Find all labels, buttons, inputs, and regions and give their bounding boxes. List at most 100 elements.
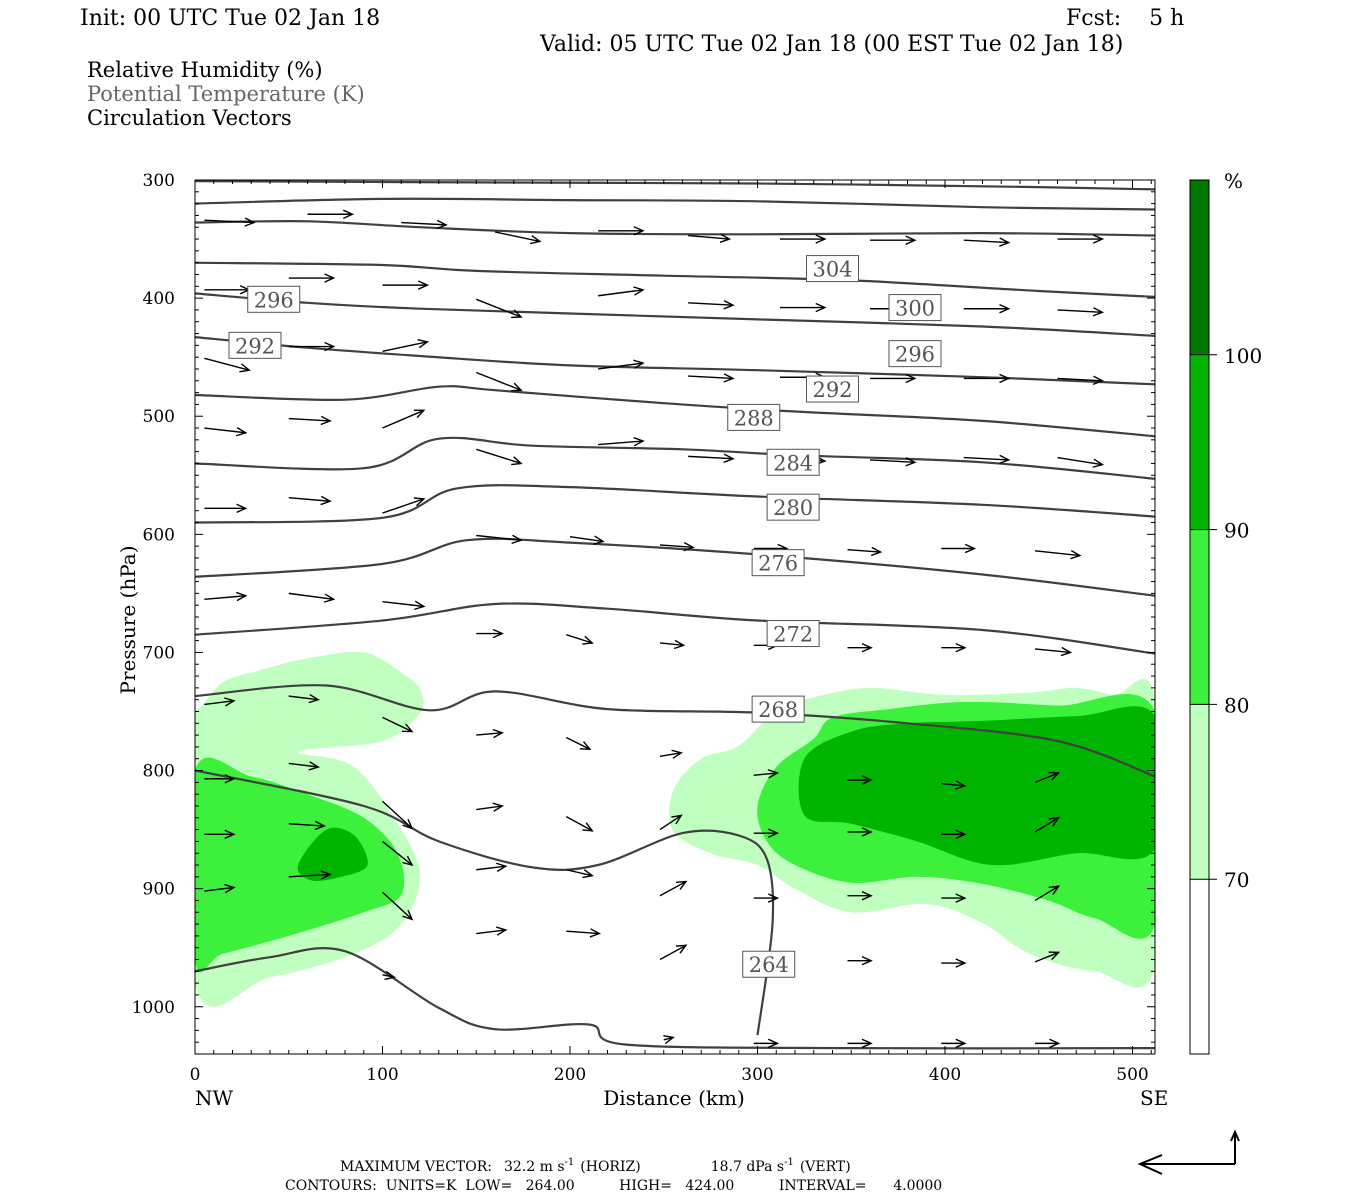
circulation-vector	[963, 454, 1011, 465]
colorbar-label: 100	[1224, 344, 1262, 368]
circulation-vector	[847, 827, 873, 837]
circulation-vector	[1057, 456, 1105, 468]
x-tick-label: 0	[190, 1065, 201, 1085]
circulation-vector	[847, 891, 873, 901]
y-tick-label: 800	[143, 762, 175, 782]
circulation-vector	[565, 736, 592, 751]
field-rh-label: Relative Humidity (%)	[87, 58, 323, 82]
colorbar-frame	[1189, 179, 1210, 1055]
circulation-vector	[476, 862, 508, 872]
circulation-vector	[847, 642, 873, 653]
circulation-vector	[598, 286, 645, 297]
circulation-vector	[476, 728, 504, 739]
circulation-vector	[780, 302, 827, 313]
axes: 300 400 500 600 700 800 900 1000 0 100 200 300 400 50…	[132, 171, 1155, 1085]
x-tick-label: 200	[554, 1065, 586, 1085]
circulation-vector	[476, 802, 504, 812]
theta-label-text: 268	[758, 698, 798, 722]
theta-label-text: 292	[235, 334, 275, 358]
circulation-vector	[382, 800, 414, 830]
x-axis-title: Distance (km)	[603, 1086, 745, 1110]
circulation-vector	[204, 503, 248, 514]
theta-label: 292	[228, 331, 282, 359]
theta-label-text: 276	[758, 552, 798, 576]
colorbar-segment	[1190, 879, 1209, 1054]
circulation-vector	[847, 955, 873, 966]
colorbar-segment	[1190, 704, 1209, 880]
circulation-vector	[476, 534, 523, 544]
theta-label: 304	[806, 255, 859, 283]
circulation-vector	[663, 1035, 675, 1045]
circulation-vector	[1034, 771, 1061, 784]
circulation-vector	[566, 634, 594, 645]
circulation-vector	[1034, 646, 1073, 657]
theta-contour	[195, 684, 1155, 778]
colorbar-label: 90	[1224, 519, 1249, 543]
circulation-vector	[382, 970, 396, 981]
theta-label: 288	[727, 403, 781, 431]
colorbar-unit: %	[1224, 169, 1243, 193]
rh-fill-layer	[195, 651, 1155, 1007]
theta-contour	[195, 537, 1155, 597]
circulation-vector	[1057, 307, 1105, 317]
circulation-vector	[869, 457, 917, 467]
init-time: Init: 00 UTC Tue 02 Jan 18	[80, 6, 380, 31]
circulation-vector	[688, 373, 735, 383]
theta-label-text: 296	[254, 288, 294, 312]
circulation-vector	[204, 883, 236, 894]
circulation-vector	[688, 453, 735, 463]
rh-region-90	[297, 827, 368, 882]
circulation-vector	[847, 546, 883, 557]
theta-contour	[195, 436, 1155, 480]
circulation-vector	[566, 869, 594, 879]
max-vector-line: MAXIMUM VECTOR: 32.2 m s-1 (HORIZ) 18.7 dPa…	[340, 1157, 851, 1175]
circulation-vector	[204, 591, 248, 602]
theta-label: 268	[751, 695, 805, 723]
circulation-vector	[204, 697, 236, 707]
circulation-vector	[288, 415, 332, 426]
theta-label-text: 300	[895, 297, 935, 321]
circulation-vector	[382, 280, 430, 290]
circulation-vector	[1057, 375, 1105, 386]
theta-label-text: 264	[749, 953, 789, 977]
circulation-vector	[288, 693, 320, 704]
circulation-vector	[382, 840, 414, 867]
circulation-vector	[941, 1038, 967, 1049]
circulation-vector	[475, 298, 523, 319]
circulation-vector	[382, 409, 426, 429]
theta-label-layer: 304 300 296 296 292 292 288 284 280 276 272 268 264	[228, 255, 942, 978]
y-tick-label: 700	[143, 643, 175, 663]
circulation-vector	[288, 592, 336, 603]
circulation-vector	[941, 642, 967, 653]
circulation-vector	[565, 815, 594, 832]
reference-vector	[1137, 1129, 1240, 1175]
circulation-vector	[476, 628, 504, 639]
circulation-vector	[1057, 234, 1105, 244]
circulation-vector	[598, 226, 645, 236]
theta-label: 292	[806, 375, 859, 403]
theta-label-text: 292	[812, 378, 852, 402]
theta-contour-layer	[195, 180, 1155, 1050]
circulation-vector	[688, 300, 735, 310]
circulation-vector	[288, 820, 326, 831]
circulation-vector	[963, 237, 1011, 247]
theta-contour	[195, 336, 1155, 386]
theta-label: 272	[766, 620, 820, 648]
rh-region-90	[798, 706, 1155, 866]
circulation-vector	[204, 217, 256, 227]
circulation-vector	[288, 495, 332, 506]
x-tick-label: 100	[366, 1065, 398, 1085]
y-tick-label: 1000	[132, 998, 175, 1018]
y-tick-label: 500	[143, 407, 175, 427]
y-tick-label: 600	[143, 525, 175, 545]
circulation-vector	[288, 341, 336, 352]
circulation-vector	[688, 233, 732, 243]
colorbar-label: 70	[1224, 868, 1249, 892]
field-vectors-label: Circulation Vectors	[87, 106, 292, 130]
circulation-vector	[1034, 885, 1061, 902]
circulation-vector	[288, 870, 332, 880]
circulation-vector	[659, 814, 683, 831]
circulation-vector	[204, 829, 236, 840]
circulation-vector	[382, 497, 426, 514]
